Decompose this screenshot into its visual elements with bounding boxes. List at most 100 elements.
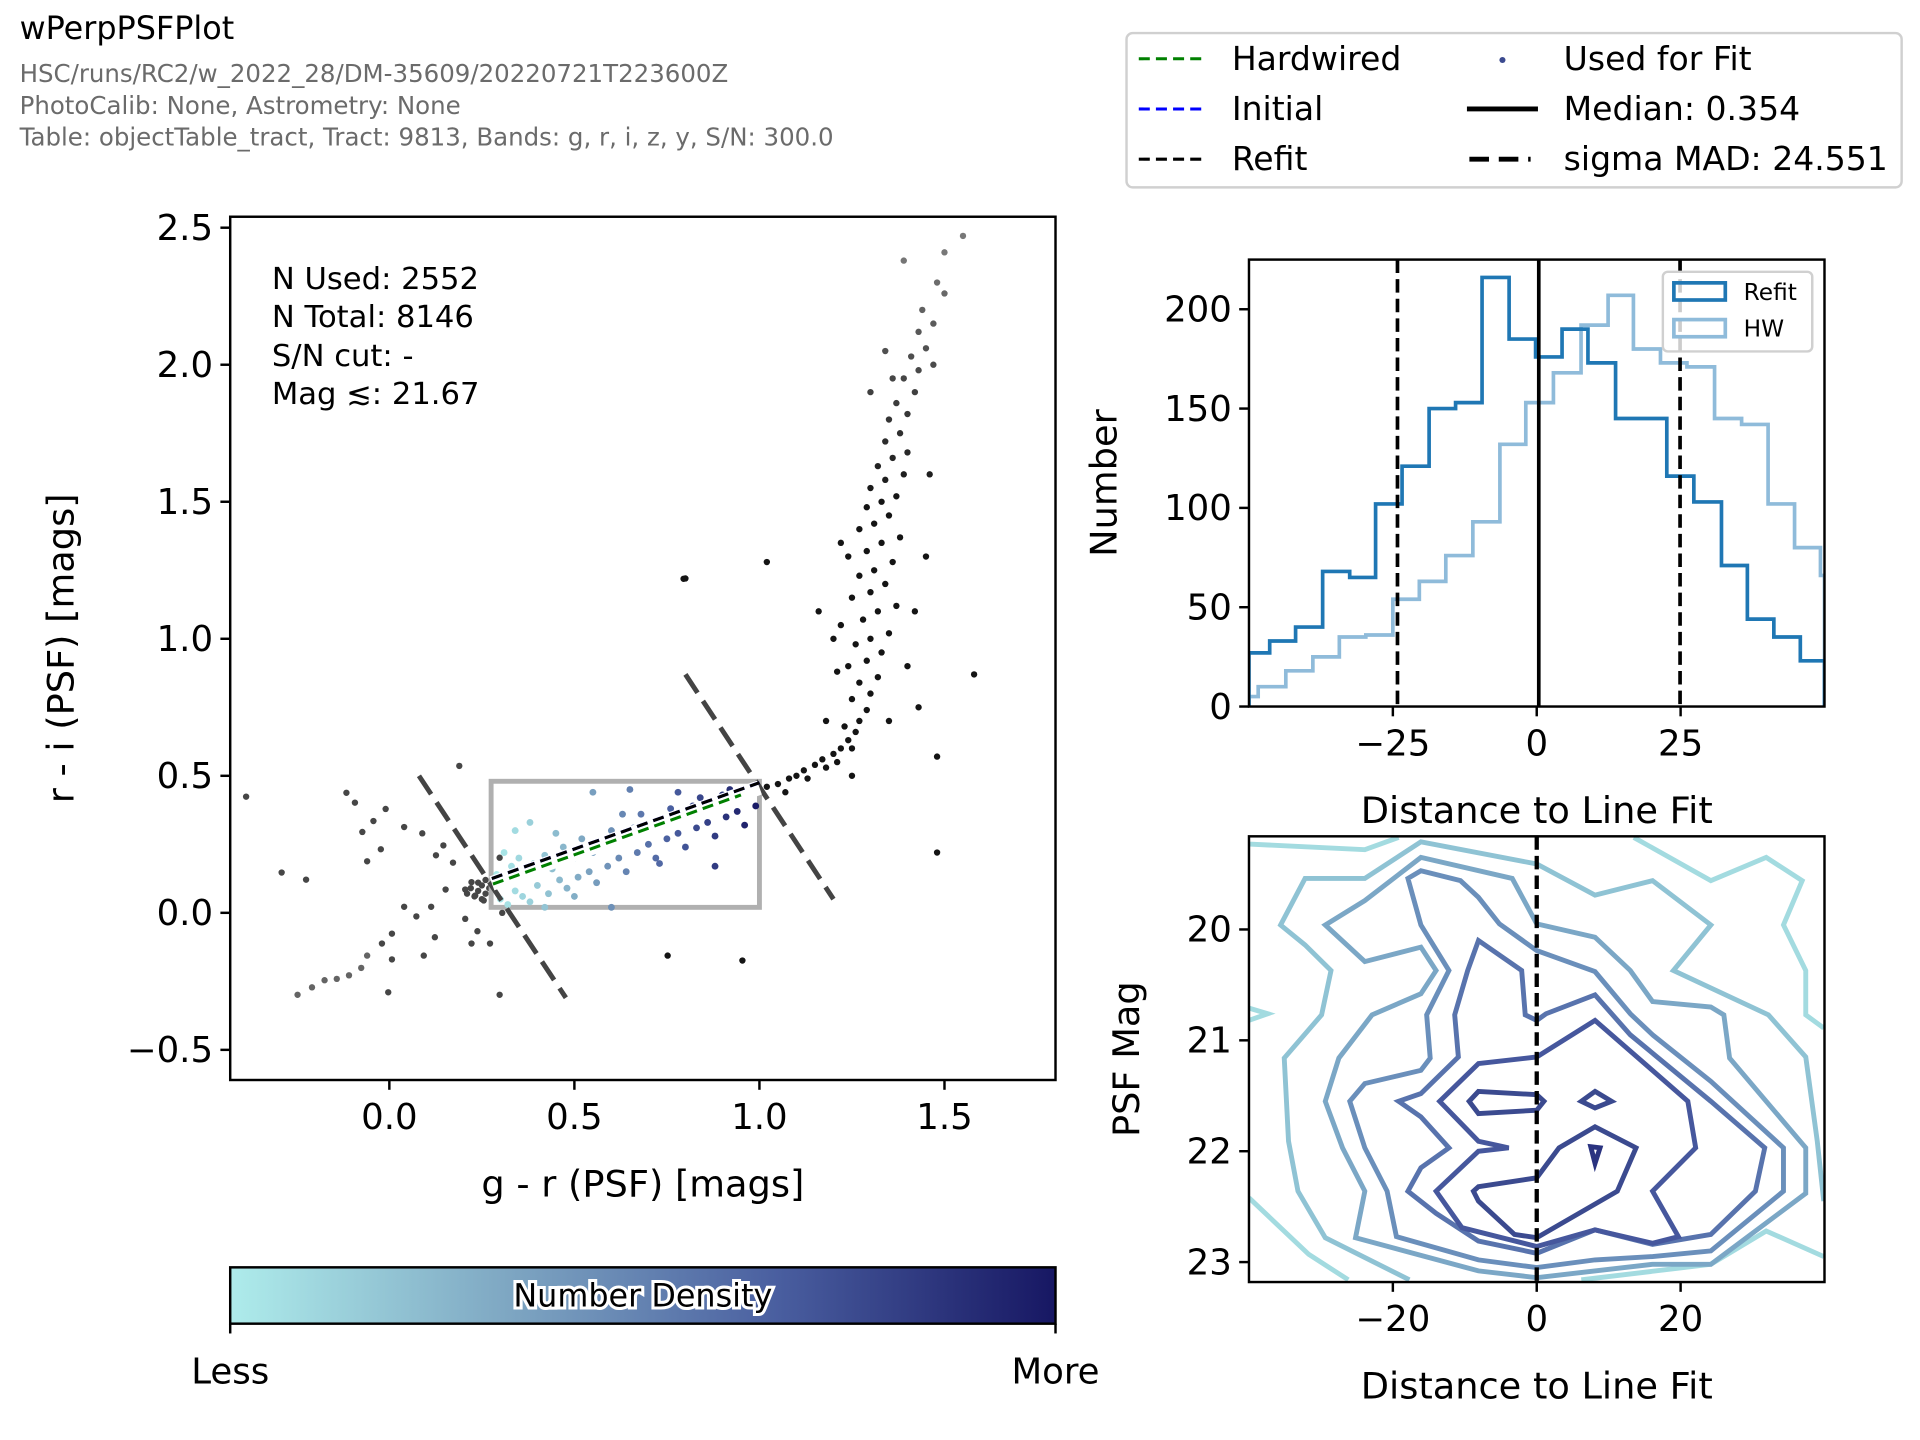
not-used-point bbox=[893, 399, 900, 407]
used-for-fit-point bbox=[711, 862, 719, 870]
not-used-point bbox=[922, 345, 930, 352]
not-used-point bbox=[413, 913, 420, 920]
not-used-point bbox=[833, 758, 841, 766]
selection-box bbox=[488, 778, 762, 910]
figure-title: wPerpPSFPlot bbox=[20, 9, 235, 47]
not-used-point bbox=[896, 534, 904, 541]
not-used-point bbox=[848, 745, 856, 752]
legend-label-hw: HW bbox=[1744, 316, 1784, 343]
not-used-point bbox=[363, 952, 371, 959]
not-used-point bbox=[915, 328, 922, 336]
not-used-point bbox=[420, 952, 427, 959]
y-tick-label: 0.0 bbox=[157, 893, 213, 934]
not-used-point bbox=[440, 842, 447, 849]
not-used-point bbox=[867, 635, 874, 642]
not-used-point bbox=[882, 580, 889, 588]
not-used-point bbox=[782, 789, 789, 796]
y-tick-label: 2.0 bbox=[157, 345, 213, 386]
colorbar-low-label: Less bbox=[191, 1352, 269, 1393]
x-tick-label: 0.5 bbox=[546, 1097, 602, 1138]
not-used-point bbox=[830, 635, 837, 642]
not-used-point bbox=[856, 525, 863, 533]
not-used-point bbox=[358, 964, 365, 972]
contour-panel: −20 0 20 20 21 22 23 Distance to Line Fit PSF Ma… bbox=[1105, 835, 1826, 1407]
y-tick-label: 23 bbox=[1187, 1242, 1232, 1283]
not-used-point bbox=[496, 991, 503, 998]
not-used-point bbox=[822, 717, 830, 725]
x-tick-label: 0 bbox=[1525, 724, 1548, 765]
not-used-point bbox=[885, 512, 893, 519]
y-tick-label: 0.5 bbox=[157, 756, 213, 797]
used-for-fit-point bbox=[585, 868, 593, 876]
not-used-point bbox=[815, 608, 822, 615]
not-used-point bbox=[930, 320, 937, 327]
contour-line bbox=[1470, 1123, 1640, 1241]
used-for-fit-point bbox=[574, 873, 582, 881]
not-used-point bbox=[889, 375, 896, 382]
used-for-fit-point bbox=[644, 840, 652, 848]
contour-line bbox=[1248, 1196, 1350, 1282]
not-used-point bbox=[941, 249, 948, 256]
fit-line-hardwired bbox=[492, 793, 742, 886]
not-used-point bbox=[845, 736, 852, 744]
not-used-point bbox=[837, 539, 845, 547]
y-tick-label: 20 bbox=[1187, 910, 1232, 951]
not-used-point bbox=[904, 662, 911, 670]
used-for-fit-point bbox=[515, 854, 523, 862]
not-used-point bbox=[959, 232, 967, 240]
legend-patch-refit bbox=[1672, 281, 1728, 302]
legend-label-refit: Refit bbox=[1744, 279, 1797, 306]
not-used-point bbox=[467, 884, 474, 892]
axes-frame bbox=[1247, 835, 1826, 1284]
used-for-fit-point bbox=[526, 818, 534, 826]
not-used-point bbox=[882, 438, 889, 445]
scatter-panel: 0.0 0.5 1.0 1.5 −0.5 0.0 0.5 1.0 1.5 2.0 2.5 g - r … bbox=[39, 208, 1057, 1205]
used-for-fit-point bbox=[752, 802, 760, 810]
not-used-point bbox=[856, 572, 863, 579]
y-tick-label: 200 bbox=[1164, 289, 1232, 330]
x-tick-label: 25 bbox=[1658, 724, 1703, 765]
not-used-point bbox=[889, 454, 896, 462]
used-for-fit-point bbox=[652, 854, 660, 862]
used-for-fit-point bbox=[508, 862, 515, 870]
subtitle-line-3: Table: objectTable_tract, Tract: 9813, B… bbox=[19, 123, 834, 152]
y-tick-label: 100 bbox=[1164, 488, 1232, 529]
not-used-point bbox=[863, 706, 870, 714]
not-used-point bbox=[878, 649, 885, 656]
not-used-point bbox=[874, 673, 882, 681]
not-used-point bbox=[874, 462, 882, 470]
used-for-fit-point bbox=[681, 843, 689, 851]
y-tick-label: 2.5 bbox=[157, 208, 213, 249]
not-used-point bbox=[763, 783, 771, 790]
not-used-point bbox=[474, 879, 482, 886]
used-for-fit-point bbox=[633, 849, 641, 856]
not-used-point bbox=[427, 903, 435, 910]
contour-line bbox=[1432, 1017, 1699, 1250]
used-for-fit-point bbox=[541, 903, 549, 911]
not-used-point bbox=[486, 940, 494, 947]
used-for-fit-point bbox=[533, 881, 541, 889]
not-used-point bbox=[882, 476, 889, 484]
not-used-point bbox=[941, 290, 948, 297]
not-used-point bbox=[468, 878, 475, 886]
x-axis-label: Distance to Line Fit bbox=[1361, 789, 1713, 832]
used-for-fit-point bbox=[556, 876, 564, 884]
not-used-point bbox=[400, 903, 408, 910]
not-used-point bbox=[793, 772, 800, 779]
x-axis-label: Distance to Line Fit bbox=[1361, 1364, 1713, 1407]
not-used-point bbox=[930, 361, 937, 368]
not-used-point bbox=[388, 956, 396, 963]
not-used-point bbox=[852, 641, 859, 648]
used-for-fit-point bbox=[589, 788, 597, 796]
used-for-fit-point bbox=[733, 808, 741, 815]
perpendicular-line bbox=[416, 774, 568, 1000]
scatter-annotation: N Used: 2552 N Total: 8146 S/N cut: - Ma… bbox=[272, 262, 480, 412]
not-used-point bbox=[370, 817, 377, 825]
colorbar-label: Number Density bbox=[513, 1277, 772, 1315]
not-used-point bbox=[431, 934, 439, 941]
not-used-point bbox=[499, 909, 506, 917]
not-used-point bbox=[848, 772, 856, 779]
not-used-point bbox=[893, 602, 900, 610]
not-used-point bbox=[882, 347, 889, 355]
